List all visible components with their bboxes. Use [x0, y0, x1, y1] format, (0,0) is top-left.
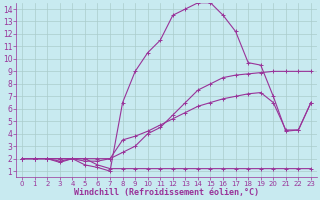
X-axis label: Windchill (Refroidissement éolien,°C): Windchill (Refroidissement éolien,°C) [74, 188, 259, 197]
